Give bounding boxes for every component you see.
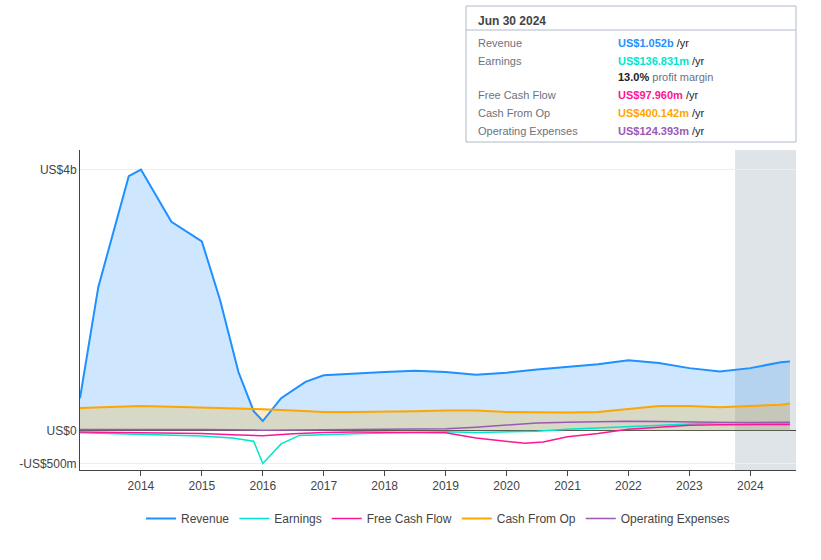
svg-text:Operating Expenses: Operating Expenses: [478, 125, 578, 137]
svg-text:2017: 2017: [310, 479, 337, 493]
svg-text:2024: 2024: [737, 479, 764, 493]
svg-text:US$4b: US$4b: [40, 163, 77, 177]
svg-text:US$97.960m /yr: US$97.960m /yr: [618, 89, 698, 101]
svg-text:US$1.052b /yr: US$1.052b /yr: [618, 37, 689, 49]
svg-text:US$0: US$0: [47, 424, 77, 438]
svg-text:Earnings: Earnings: [478, 55, 522, 67]
svg-text:US$124.393m /yr: US$124.393m /yr: [618, 125, 705, 137]
svg-text:Operating Expenses: Operating Expenses: [621, 512, 730, 526]
svg-text:Cash From Op: Cash From Op: [497, 512, 576, 526]
svg-text:2023: 2023: [676, 479, 703, 493]
svg-text:2014: 2014: [128, 479, 155, 493]
svg-text:2021: 2021: [554, 479, 581, 493]
svg-text:US$400.142m /yr: US$400.142m /yr: [618, 107, 705, 119]
svg-text:-US$500m: -US$500m: [19, 457, 76, 471]
svg-text:2016: 2016: [249, 479, 276, 493]
svg-text:13.0% profit margin: 13.0% profit margin: [618, 71, 713, 83]
svg-text:2019: 2019: [432, 479, 459, 493]
svg-text:Revenue: Revenue: [478, 37, 522, 49]
svg-text:Jun 30 2024: Jun 30 2024: [478, 14, 546, 28]
svg-text:Free Cash Flow: Free Cash Flow: [478, 89, 556, 101]
svg-text:Free Cash Flow: Free Cash Flow: [367, 512, 452, 526]
svg-text:2018: 2018: [371, 479, 398, 493]
svg-text:2020: 2020: [493, 479, 520, 493]
svg-text:Cash From Op: Cash From Op: [478, 107, 550, 119]
svg-text:2015: 2015: [189, 479, 216, 493]
svg-text:Earnings: Earnings: [274, 512, 321, 526]
svg-text:2022: 2022: [615, 479, 642, 493]
svg-text:US$136.831m /yr: US$136.831m /yr: [618, 55, 705, 67]
svg-text:Revenue: Revenue: [181, 512, 229, 526]
